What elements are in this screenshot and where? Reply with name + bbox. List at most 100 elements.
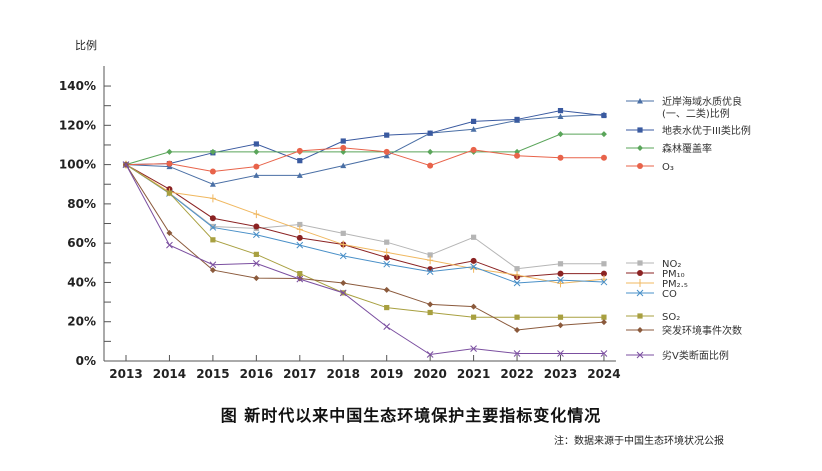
legend-marker (637, 327, 643, 333)
data-point (600, 350, 608, 357)
data-point (209, 267, 216, 274)
legend-item: PM₂.₅ (626, 279, 688, 290)
legend-marker (637, 313, 643, 319)
legend-label: 近岸海域水质优良 (662, 95, 742, 108)
data-point (253, 172, 260, 178)
legend-item: 突发环境事件次数 (626, 324, 742, 337)
data-point (471, 314, 477, 320)
data-point (427, 309, 433, 316)
data-point (514, 270, 521, 279)
data-point (426, 351, 434, 358)
data-point (252, 231, 260, 239)
series-3 (123, 144, 607, 175)
data-point (514, 266, 520, 272)
x-tick-label: 2016 (240, 367, 273, 381)
data-point (557, 154, 564, 161)
data-point (470, 263, 477, 271)
data-point (471, 118, 477, 124)
legend-item: O₃ (626, 162, 674, 173)
data-point (297, 221, 303, 228)
legend-item: 地表水优于III类比例 (626, 124, 751, 137)
data-point (253, 210, 260, 219)
data-point (384, 304, 390, 311)
x-tick-label: 2019 (370, 367, 403, 381)
y-tick-label: 100% (59, 158, 96, 172)
data-point (296, 225, 303, 234)
series-line (125, 164, 604, 331)
legend-label: 劣Ⅴ类断面比例 (662, 349, 729, 362)
data-point (297, 271, 303, 277)
data-point (601, 112, 607, 119)
series-line (125, 164, 604, 356)
data-point (427, 162, 434, 169)
legend-marker (637, 145, 643, 151)
data-point (557, 107, 564, 114)
data-point (253, 251, 259, 257)
legend-label: SO₂ (662, 312, 680, 323)
x-tick-label: 2023 (544, 367, 577, 381)
series-1 (123, 107, 607, 168)
y-tick-label: 140% (59, 79, 96, 93)
series-0 (123, 111, 607, 187)
series-line (125, 147, 604, 172)
data-point (600, 278, 608, 286)
legend-marker (637, 279, 643, 287)
data-point (166, 148, 173, 155)
data-point (253, 141, 259, 147)
series-7 (122, 161, 608, 287)
data-point (383, 286, 390, 293)
y-tick-label: 40% (67, 275, 96, 289)
data-point (253, 275, 260, 282)
data-point (253, 223, 260, 230)
legend-label: NO₂ (662, 259, 681, 270)
data-point (514, 314, 520, 320)
data-point (339, 252, 347, 260)
data-point (470, 345, 477, 352)
series-line (125, 164, 604, 284)
y-tick-label: 20% (67, 315, 96, 329)
data-point (209, 181, 216, 187)
data-point (601, 261, 607, 267)
y-tick-label: 0% (76, 354, 96, 368)
data-point (557, 261, 564, 267)
legend-label: PM₁₀ (662, 269, 685, 280)
data-point (383, 152, 390, 159)
data-point (210, 237, 216, 243)
data-point (253, 148, 260, 155)
legend-marker (637, 260, 643, 266)
legend-marker (636, 351, 644, 359)
x-tick-label: 2021 (457, 367, 490, 381)
data-point (513, 350, 521, 357)
data-point (427, 252, 433, 258)
data-point (122, 161, 130, 168)
data-point (426, 268, 434, 275)
data-point (600, 319, 607, 326)
data-point (340, 144, 347, 151)
legend-marker (636, 289, 644, 297)
data-point (557, 350, 564, 357)
data-point (557, 314, 564, 320)
legend-item: 近岸海域水质优良(一、二类)比例 (626, 95, 742, 120)
legend-item: NO₂ (626, 259, 681, 270)
data-point (340, 240, 347, 249)
data-point (166, 160, 173, 167)
data-point (209, 224, 217, 231)
legend-label: (一、二类)比例 (662, 107, 730, 120)
data-point (427, 256, 434, 265)
y-tick-label: 80% (67, 197, 96, 211)
x-tick-label: 2020 (413, 367, 446, 381)
series-9 (123, 161, 607, 333)
data-point (600, 131, 607, 138)
legend-item: 劣Ⅴ类断面比例 (626, 349, 729, 362)
data-point (340, 280, 347, 287)
data-point (427, 148, 434, 155)
data-point (340, 230, 346, 236)
data-point (339, 289, 347, 297)
data-point (297, 158, 303, 164)
data-point (166, 241, 173, 249)
series-line (125, 164, 604, 284)
data-point (209, 194, 216, 203)
data-point (557, 276, 564, 284)
data-point (470, 257, 477, 264)
legend-item: PM₁₀ (626, 269, 685, 280)
